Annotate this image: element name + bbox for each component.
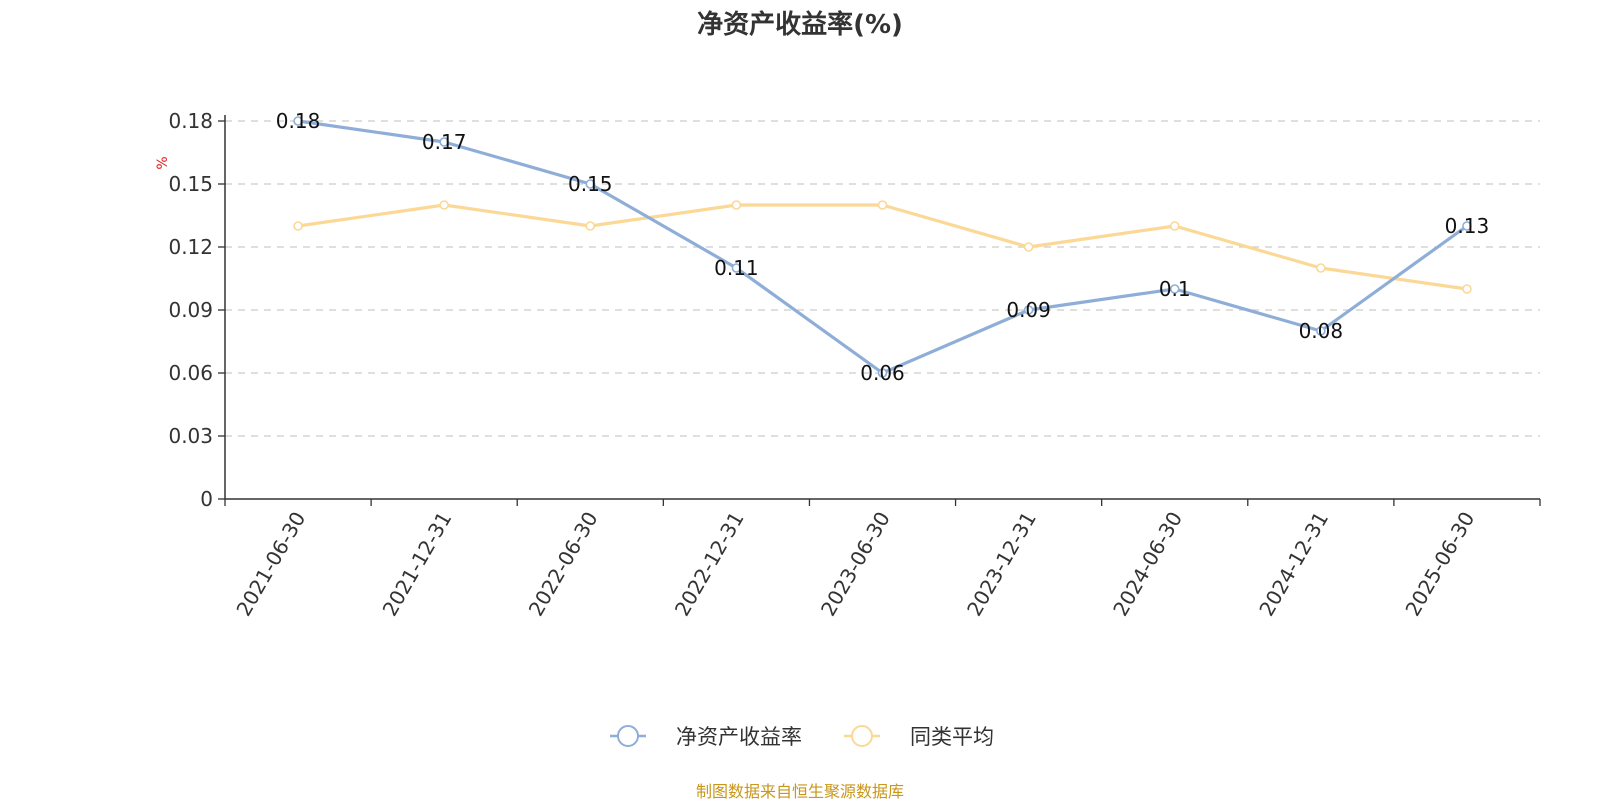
data-point [731,200,742,210]
chart-title: 净资产收益率(%) [697,10,903,40]
data-point [1023,305,1034,315]
x-tick-label: 2022-06-30 [524,508,603,621]
data-label: 0.15 [568,172,613,196]
data-point [1023,242,1034,252]
y-tick-label: 0.12 [168,235,213,259]
y-tick-label: 0.15 [168,172,213,196]
x-tick-label: 2023-06-30 [816,508,895,621]
y-tick-label: 0 [200,487,213,511]
x-tick-label: 2024-06-30 [1108,508,1187,621]
x-tick-label: 2022-12-31 [670,508,749,621]
y-axis-unit: % [155,156,171,169]
x-tick-label: 2021-12-31 [378,507,457,620]
series-layer [293,116,1472,378]
data-label: 0.08 [1299,319,1344,343]
y-tick-label: 0.06 [168,361,213,385]
data-label: 0.06 [860,361,905,385]
data-label: 0.11 [714,256,759,280]
y-tick-label: 0.03 [168,424,213,448]
x-tick-label: 2021-06-30 [231,508,310,621]
y-tick-label: 0.18 [168,109,213,133]
data-label: 0.13 [1445,214,1490,238]
data-point [1169,284,1180,294]
data-point [293,116,303,126]
data-label: 0.18 [276,109,321,133]
data-point [1169,221,1180,231]
data-label: 0.1 [1159,277,1191,301]
data-point [877,200,888,210]
data-point [877,368,888,378]
legend[interactable]: 净资产收益率 同类平均 [610,725,994,749]
axes: 0 0.03 0.06 0.09 0.12 0.15 0.18 2021-06-30 2021-… [168,109,1541,621]
x-tick-label: 2024-12-31 [1254,508,1333,621]
legend-marker [851,725,873,747]
data-point [293,221,303,231]
legend-item-label: 同类平均 [910,725,994,749]
data-point [585,179,596,189]
legend-item-label: 净资产收益率 [676,725,802,749]
grid-lines [225,120,1540,437]
x-tick-label: 2025-06-30 [1400,508,1479,621]
data-point [439,200,449,210]
data-point [1462,284,1472,294]
data-source: 制图数据来自恒生聚源数据库 [695,782,904,801]
data-point [1462,221,1472,231]
data-label: 0.17 [422,130,467,154]
data-point [1316,263,1326,273]
data-label: 0.09 [1006,298,1051,322]
data-point [585,221,596,231]
data-point [731,263,742,273]
data-point [439,137,449,147]
y-tick-label: 0.09 [168,298,213,322]
data-point [1316,326,1326,336]
legend-marker [617,725,639,747]
data-labels: 0.18 0.17 0.15 0.11 0.06 0.09 0.1 0.08 0.13 [276,109,1489,385]
x-tick-label: 2023-12-31 [962,508,1041,621]
